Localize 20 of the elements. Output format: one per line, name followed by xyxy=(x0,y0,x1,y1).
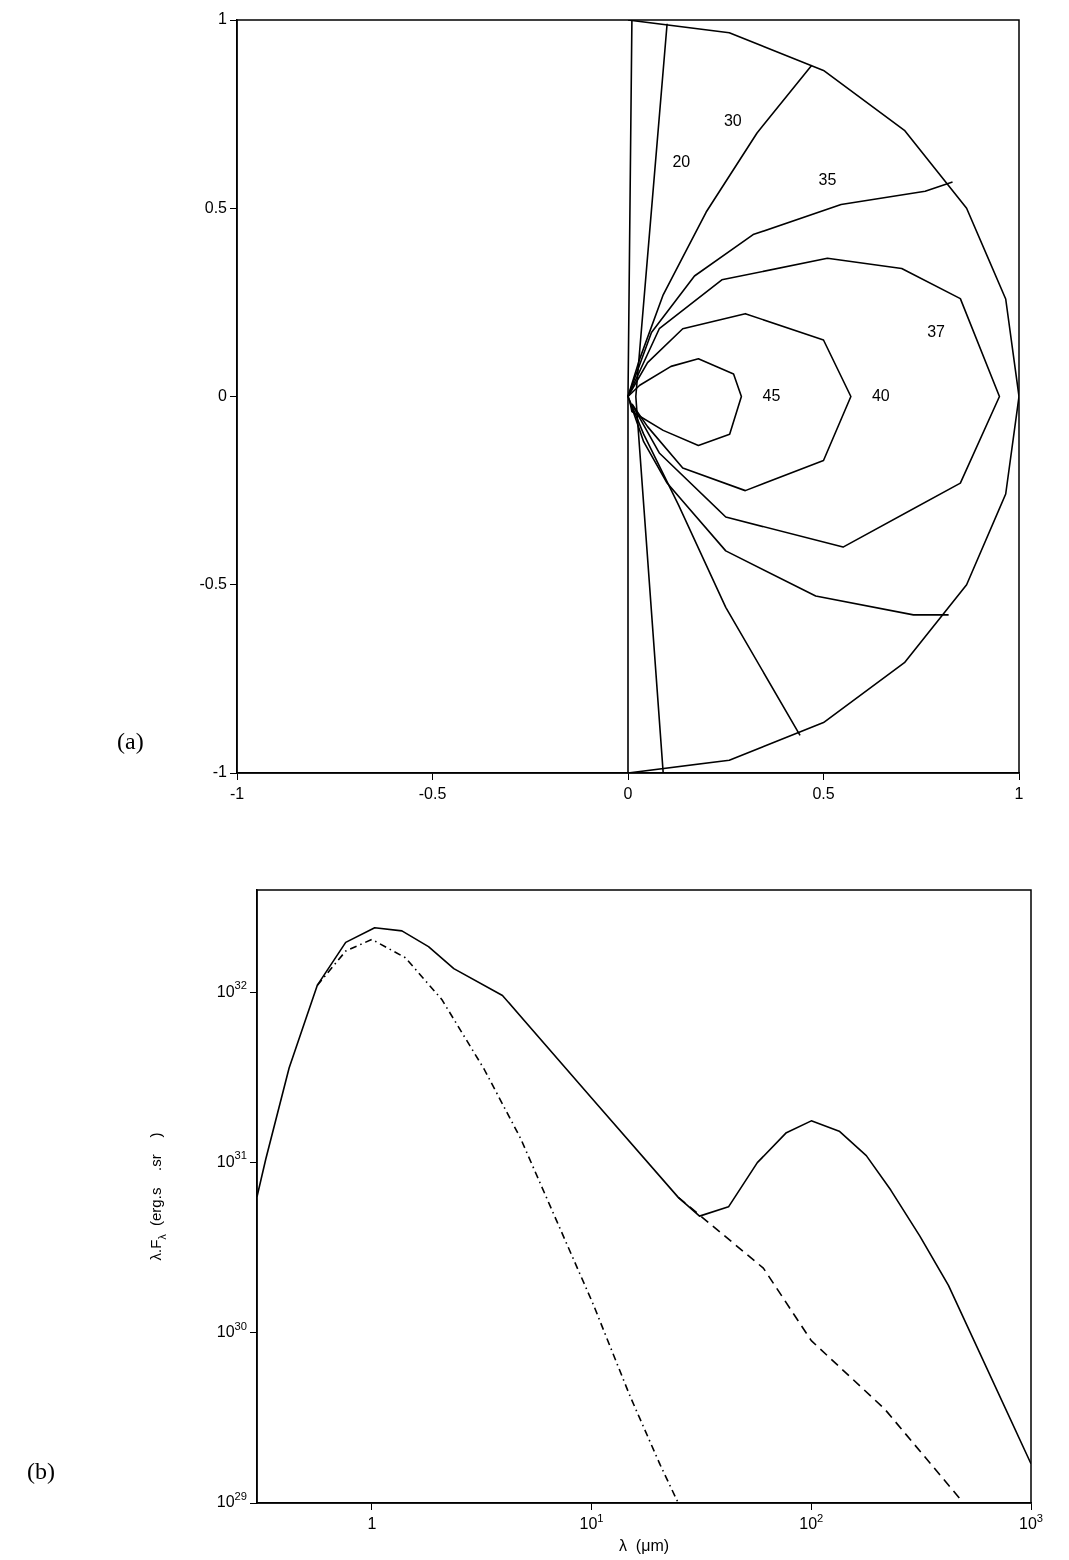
annotation: 37 xyxy=(927,322,946,340)
x-tick-label: -0.5 xyxy=(418,785,447,803)
annotation: 45 xyxy=(762,386,781,404)
x-tick-label: 1 xyxy=(367,1515,377,1533)
x-tick-label: 0.5 xyxy=(812,785,835,803)
annotation: 20 xyxy=(672,153,691,171)
y-tick-label: 0.5 xyxy=(204,198,228,216)
x-tick-label: 0 xyxy=(623,785,633,803)
y-tick-label: -1 xyxy=(212,763,228,781)
y-tick-label: 1 xyxy=(218,10,228,28)
text: (b) xyxy=(27,1458,55,1485)
annotation: 35 xyxy=(818,170,837,188)
x-tick-label: 1 xyxy=(1014,785,1024,803)
x-axis-title: λ (μm) xyxy=(618,1537,670,1555)
text: (a) xyxy=(117,728,144,755)
annotation: 30 xyxy=(723,112,742,130)
annotation: 40 xyxy=(871,386,890,404)
y-axis-title: λ.Fλ (erg.s .sr ) xyxy=(147,1132,168,1261)
y-tick-label: -0.5 xyxy=(199,575,228,593)
y-tick-label: 0 xyxy=(218,386,228,404)
